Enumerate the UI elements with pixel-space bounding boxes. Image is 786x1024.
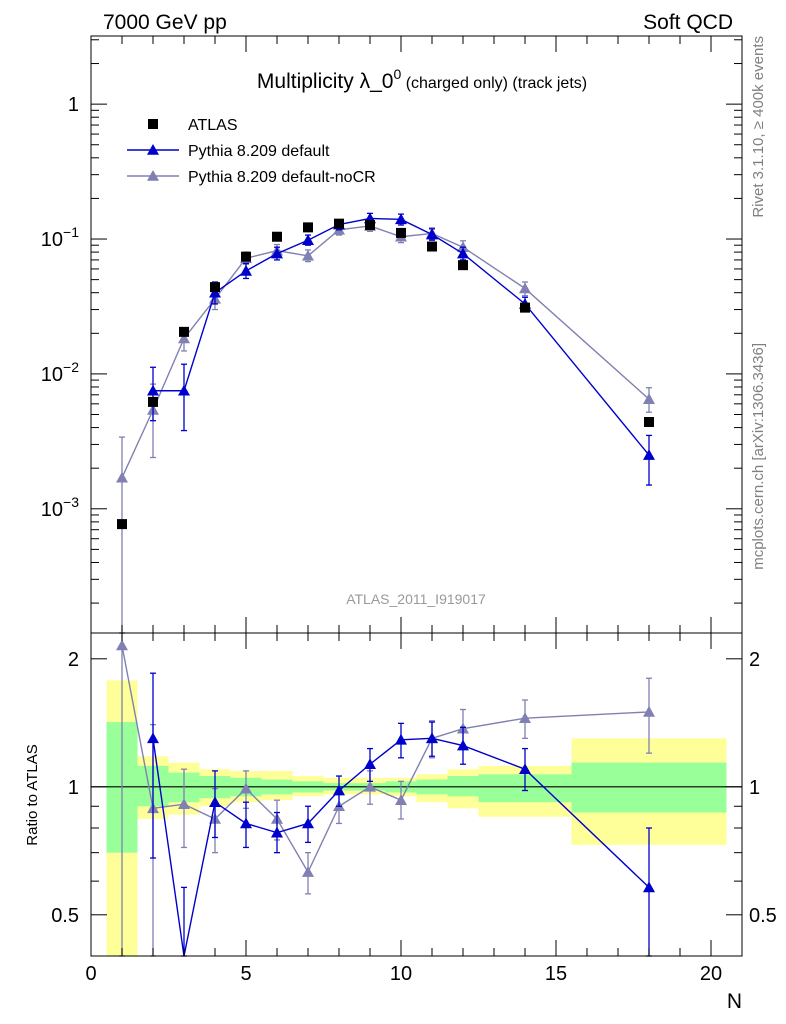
pythia-default-point — [178, 384, 190, 396]
pythia-nocr-ratio-point — [240, 782, 252, 794]
x-axis-ticks: 0 5 10 15 20 — [85, 36, 743, 985]
ratio-y-tick-label: 2 — [68, 649, 79, 671]
ratio-band-green — [447, 776, 479, 797]
ratio-axis-ticks: 0.5 0.5 1 1 2 2 — [51, 649, 777, 957]
legend: ATLAS Pythia 8.209 default Pythia 8.209 de… — [127, 117, 376, 186]
main-y-tick-label: 1 — [68, 94, 79, 116]
legend-atlas-marker — [148, 119, 158, 129]
atlas-data-point — [365, 220, 375, 231]
pythia-nocr-ratio-point — [519, 712, 531, 723]
main-y-tick-label: 10−3 — [41, 494, 79, 521]
ratio-axis-label: Ratio to ATLAS — [24, 744, 41, 845]
ratio-plot-content — [91, 632, 742, 957]
category-label: Soft QCD — [643, 11, 733, 34]
mcplots-source-label: mcplots.cern.ch [arXiv:1306.3436] — [750, 343, 767, 570]
legend-triangle-marker — [147, 144, 159, 155]
plot-title: Multiplicity λ_00 (charged only) (track … — [257, 66, 587, 93]
pythia-nocr-point — [643, 393, 655, 404]
ratio-y-tick-label-right: 1 — [749, 777, 760, 799]
energy-label: 7000 GeV pp — [103, 11, 227, 34]
pythia-nocr-ratio-point — [302, 866, 314, 877]
pythia-default-line — [153, 217, 650, 456]
pythia-default-point — [457, 247, 469, 259]
pythia-default-ratio-point — [457, 739, 469, 751]
legend-triangle-marker — [147, 170, 159, 181]
ratio-band-green — [571, 762, 727, 813]
pythia-default-ratio-point — [209, 796, 221, 807]
ratio-panel: 0.5 0.5 1 1 2 2 Ratio to ATLAS — [24, 632, 777, 957]
main-y-tick-label: 10−2 — [41, 359, 79, 386]
ratio-y-tick-label-right: 2 — [749, 649, 760, 671]
pythia-nocr-ratio-line — [121, 645, 650, 874]
pythia-default-ratio-point — [302, 817, 314, 829]
pythia-default-point — [643, 449, 655, 460]
pythia-default-ratio-point — [271, 826, 283, 838]
legend-label: Pythia 8.209 default — [188, 143, 330, 160]
pythia-default-ratio-point — [240, 817, 252, 829]
x-tick-label: 20 — [700, 963, 722, 985]
ratio-frame — [90, 632, 743, 957]
pythia-nocr-point — [178, 332, 190, 344]
pythia-default-ratio-point — [426, 732, 438, 744]
atlas-data-point — [148, 396, 158, 407]
legend-label: ATLAS — [188, 117, 238, 134]
atlas-data-point — [179, 326, 189, 337]
x-tick-label: 10 — [390, 963, 412, 985]
atlas-data-point — [458, 260, 468, 271]
atlas-data-point — [210, 282, 220, 293]
main-plot-content — [116, 212, 655, 634]
pythia-default-point — [147, 384, 159, 396]
x-tick-label: 5 — [240, 963, 251, 985]
pythia-default-ratio-point — [395, 733, 407, 745]
atlas-data-point — [334, 218, 344, 229]
atlas-data-point — [520, 302, 530, 313]
pythia-nocr-point — [519, 282, 531, 294]
pythia-default-point — [395, 213, 407, 225]
main-axis-ticks: 10−3 10−2 10−1 1 — [41, 39, 742, 604]
ratio-y-tick-label: 0.5 — [51, 905, 79, 927]
ratio-y-tick-label-right: 0.5 — [749, 905, 777, 927]
pythia-nocr-ratio-point — [643, 705, 655, 717]
atlas-data-point — [427, 241, 437, 252]
atlas-data-point — [117, 519, 127, 530]
pythia-default-ratio-point — [333, 784, 345, 796]
pythia-nocr-ratio-point — [395, 794, 407, 806]
pythia-nocr-point — [302, 249, 314, 261]
pythia-default-point — [426, 228, 438, 240]
rivet-version-label: Rivet 3.1.10, ≥ 400k events — [750, 36, 767, 218]
x-axis-label: N — [727, 990, 742, 1013]
pythia-default-ratio-point — [519, 763, 531, 775]
main-panel: 10−3 10−2 10−1 1 Multiplicity λ_00 (charged… — [41, 35, 743, 634]
atlas-data-point — [241, 251, 251, 262]
analysis-id-label: ATLAS_2011_I919017 — [346, 591, 486, 607]
atlas-data-point — [396, 227, 406, 238]
pythia-nocr-ratio-point — [364, 780, 376, 792]
x-tick-label: 15 — [545, 963, 567, 985]
pythia-nocr-ratio-point — [178, 798, 190, 810]
pythia-nocr-point — [116, 471, 128, 483]
ratio-y-tick-label: 1 — [68, 777, 79, 799]
pythia-nocr-ratio-point — [116, 639, 128, 651]
x-tick-label: 0 — [85, 963, 96, 985]
legend-label: Pythia 8.209 default-noCR — [188, 169, 376, 186]
atlas-data-point — [272, 231, 282, 242]
pythia-default-ratio-point — [364, 758, 376, 770]
pythia-nocr-line — [121, 225, 650, 479]
pythia-default-point — [302, 234, 314, 246]
atlas-data-point — [303, 222, 313, 233]
pythia-default-point — [240, 264, 252, 276]
pythia-default-point — [271, 247, 283, 259]
atlas-data-point — [644, 417, 654, 428]
pythia-default-ratio-point — [147, 732, 159, 744]
main-y-tick-label: 10−1 — [41, 224, 79, 251]
pythia-default-ratio-point — [643, 881, 655, 893]
